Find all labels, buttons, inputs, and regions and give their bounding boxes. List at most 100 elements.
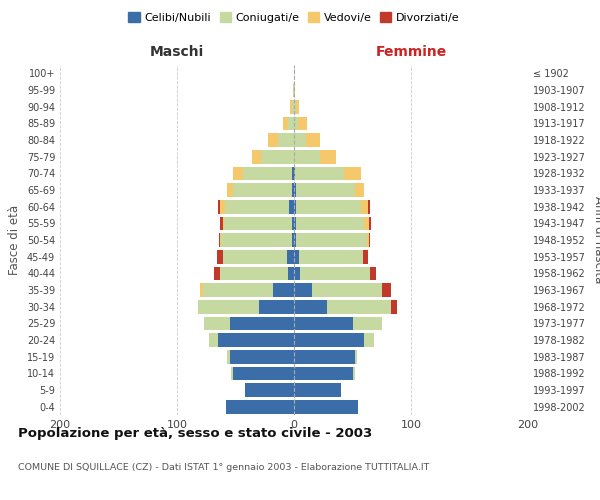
Bar <box>226 400 294 413</box>
Bar <box>218 333 294 347</box>
Bar <box>288 116 294 130</box>
Bar <box>294 316 353 330</box>
Bar <box>367 233 369 247</box>
Bar <box>288 266 294 280</box>
Bar <box>294 116 298 130</box>
Bar <box>252 150 261 164</box>
Text: Maschi: Maschi <box>150 45 204 59</box>
Bar <box>368 200 370 213</box>
Bar <box>300 266 370 280</box>
Bar <box>294 333 364 347</box>
Bar <box>361 200 368 213</box>
Bar <box>382 283 391 297</box>
Bar <box>268 133 278 147</box>
Bar <box>364 333 374 347</box>
Bar <box>296 183 355 197</box>
Bar <box>273 283 294 297</box>
Bar <box>283 116 288 130</box>
Bar <box>294 150 320 164</box>
Y-axis label: Anni di nascita: Anni di nascita <box>592 196 600 284</box>
Bar <box>344 166 361 180</box>
Bar <box>294 250 299 264</box>
Bar <box>353 316 382 330</box>
Bar <box>296 100 299 114</box>
Bar <box>294 266 300 280</box>
Bar <box>259 300 294 314</box>
Bar <box>292 216 294 230</box>
Bar <box>311 283 382 297</box>
Bar <box>227 183 233 197</box>
Text: Popolazione per età, sesso e stato civile - 2003: Popolazione per età, sesso e stato civil… <box>18 428 372 440</box>
Legend: Celibi/Nubili, Coniugati/e, Vedovi/e, Divorziati/e: Celibi/Nubili, Coniugati/e, Vedovi/e, Di… <box>124 8 464 28</box>
Bar <box>294 400 358 413</box>
Bar <box>261 150 294 164</box>
Bar <box>296 216 364 230</box>
Bar <box>320 150 336 164</box>
Bar <box>294 350 355 364</box>
Bar <box>369 233 370 247</box>
Bar <box>203 283 273 297</box>
Bar <box>391 300 397 314</box>
Bar <box>231 366 233 380</box>
Bar <box>293 83 294 97</box>
Bar <box>198 300 259 314</box>
Text: Femmine: Femmine <box>376 45 446 59</box>
Bar <box>364 216 369 230</box>
Bar <box>290 100 292 114</box>
Bar <box>294 83 295 97</box>
Bar <box>353 366 355 380</box>
Bar <box>233 183 292 197</box>
Bar <box>294 166 295 180</box>
Bar <box>370 266 376 280</box>
Bar <box>287 250 294 264</box>
Bar <box>220 216 223 230</box>
Bar <box>299 250 363 264</box>
Bar <box>294 233 296 247</box>
Bar <box>289 200 294 213</box>
Bar <box>298 116 307 130</box>
Bar <box>233 366 294 380</box>
Bar <box>221 233 292 247</box>
Bar <box>214 266 220 280</box>
Bar <box>230 316 294 330</box>
Bar <box>220 233 221 247</box>
Bar <box>294 283 311 297</box>
Bar <box>294 216 296 230</box>
Bar <box>292 233 294 247</box>
Bar <box>220 200 225 213</box>
Bar <box>294 366 353 380</box>
Bar <box>292 183 294 197</box>
Bar <box>355 183 364 197</box>
Bar <box>294 200 296 213</box>
Bar <box>278 133 294 147</box>
Bar <box>223 216 224 230</box>
Bar <box>209 333 218 347</box>
Bar <box>227 350 230 364</box>
Bar <box>327 300 391 314</box>
Bar <box>294 100 296 114</box>
Bar <box>223 250 287 264</box>
Text: COMUNE DI SQUILLACE (CZ) - Dati ISTAT 1° gennaio 2003 - Elaborazione TUTTITALIA.: COMUNE DI SQUILLACE (CZ) - Dati ISTAT 1°… <box>18 462 430 471</box>
Bar <box>225 200 289 213</box>
Bar <box>296 200 361 213</box>
Bar <box>220 266 288 280</box>
Bar <box>363 250 368 264</box>
Bar <box>355 350 357 364</box>
Bar <box>230 350 294 364</box>
Bar <box>292 166 294 180</box>
Bar <box>292 100 294 114</box>
Bar <box>294 383 341 397</box>
Bar <box>296 233 367 247</box>
Bar <box>295 166 344 180</box>
Y-axis label: Fasce di età: Fasce di età <box>8 205 21 275</box>
Bar <box>369 216 371 230</box>
Bar <box>294 133 306 147</box>
Bar <box>200 283 203 297</box>
Bar <box>217 250 223 264</box>
Bar <box>224 216 292 230</box>
Bar <box>218 200 220 213</box>
Bar <box>294 300 327 314</box>
Bar <box>245 383 294 397</box>
Bar <box>219 233 220 247</box>
Bar <box>242 166 292 180</box>
